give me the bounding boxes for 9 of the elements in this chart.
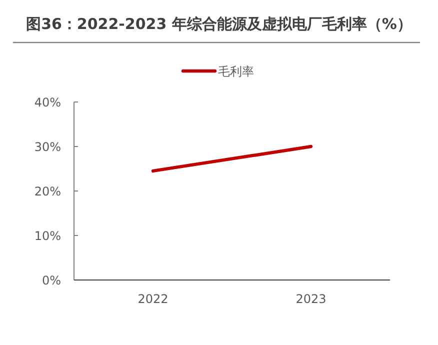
x-tick-label: 2023 xyxy=(296,292,326,306)
y-tick-label: 20% xyxy=(34,184,61,198)
y-tick-label: 0% xyxy=(42,274,61,288)
legend-label: 毛利率 xyxy=(218,64,254,78)
x-tick-label: 2022 xyxy=(138,292,168,306)
y-tick-label: 40% xyxy=(34,96,61,110)
y-tick-label: 10% xyxy=(34,229,61,243)
y-tick-label: 30% xyxy=(34,140,61,154)
chart-title: 图36：2022-2023 年综合能源及虚拟电厂毛利率（%） xyxy=(26,15,412,33)
